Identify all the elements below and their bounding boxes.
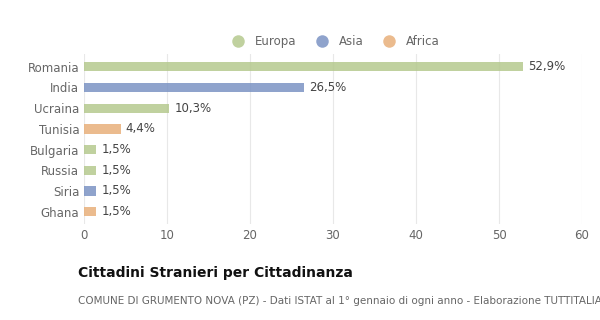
Text: 1,5%: 1,5% (101, 164, 131, 177)
Text: 1,5%: 1,5% (101, 143, 131, 156)
Legend: Europa, Asia, Africa: Europa, Asia, Africa (223, 31, 443, 52)
Bar (84, 165, 97, 175)
Bar (84, 83, 304, 92)
Bar (84, 186, 97, 196)
Bar (84, 124, 121, 133)
Text: 4,4%: 4,4% (125, 122, 155, 135)
Text: COMUNE DI GRUMENTO NOVA (PZ) - Dati ISTAT al 1° gennaio di ogni anno - Elaborazi: COMUNE DI GRUMENTO NOVA (PZ) - Dati ISTA… (78, 296, 600, 306)
Text: 52,9%: 52,9% (528, 60, 565, 73)
Bar (84, 145, 97, 154)
Text: 10,3%: 10,3% (175, 102, 212, 115)
Bar (84, 104, 169, 113)
Bar (84, 207, 97, 216)
Bar (84, 62, 523, 71)
Text: 1,5%: 1,5% (101, 205, 131, 218)
Text: 1,5%: 1,5% (101, 184, 131, 197)
Text: Cittadini Stranieri per Cittadinanza: Cittadini Stranieri per Cittadinanza (78, 266, 353, 280)
Text: 26,5%: 26,5% (309, 81, 346, 94)
